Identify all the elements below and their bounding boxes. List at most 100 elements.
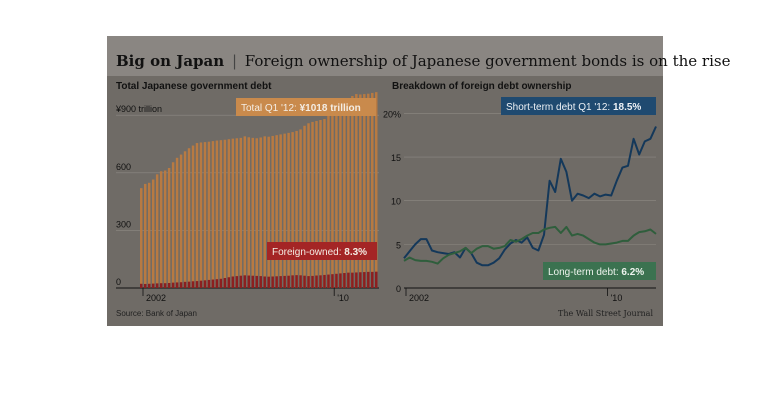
left-bar-total <box>291 132 294 288</box>
left-bar-foreign <box>315 275 318 288</box>
left-bar-total <box>371 92 374 288</box>
left-bar-total <box>223 139 227 288</box>
left-bar-foreign <box>371 271 374 288</box>
total-callout-value: ¥1018 trillion <box>300 103 361 114</box>
left-bar-foreign <box>355 272 358 288</box>
left-bar-total <box>307 123 310 288</box>
long-term-debt-line <box>403 225 657 265</box>
figure-background <box>107 36 663 326</box>
left-bar-foreign <box>219 278 223 288</box>
left-bar-total <box>295 130 298 288</box>
left-bar-foreign <box>199 280 203 288</box>
left-bar-total <box>311 121 314 288</box>
left-bar-total <box>359 94 362 289</box>
left-bar-total <box>255 138 258 288</box>
right-y-tick-label: 0 <box>396 284 401 294</box>
left-bar-foreign <box>203 280 207 288</box>
left-bar-total <box>155 174 159 288</box>
left-bar-total <box>263 136 266 288</box>
left-bar-total <box>251 137 255 288</box>
left-bar-total <box>327 111 330 288</box>
left-bar-foreign <box>215 279 219 288</box>
left-bar-total <box>175 157 179 288</box>
left-bar-foreign <box>351 272 354 288</box>
left-y-tick-label: 600 <box>116 162 131 172</box>
left-bar-foreign <box>147 283 151 288</box>
right-x-tick-label: 2002 <box>409 293 429 303</box>
short-term-debt-line <box>403 126 657 267</box>
left-bar-foreign <box>323 274 326 288</box>
left-bar-foreign <box>267 276 270 288</box>
left-bar-total <box>151 179 155 288</box>
total-callout-text: Total Q1 '12: ¥1018 trillion <box>241 103 361 114</box>
left-bar-total <box>235 138 239 288</box>
total-callout-label: Total Q1 '12: <box>241 103 300 114</box>
headline-separator: | <box>232 52 237 70</box>
headline-kicker: Big on Japan <box>116 52 224 70</box>
left-bar-foreign <box>255 275 258 288</box>
left-bar-total <box>335 108 338 288</box>
left-bar-foreign <box>207 279 211 288</box>
left-bar-foreign <box>359 272 362 288</box>
left-bar-foreign <box>271 276 274 288</box>
left-bar-foreign <box>171 282 175 288</box>
foreign-callout-box <box>267 242 377 260</box>
left-bar-foreign <box>235 276 239 288</box>
left-bar-foreign <box>367 271 370 288</box>
left-bar-total <box>299 129 302 288</box>
left-x-tick-label: '10 <box>337 293 349 303</box>
left-bar-foreign <box>159 283 163 288</box>
left-bar-foreign <box>375 271 378 288</box>
left-bar-foreign <box>187 281 191 288</box>
left-chart-title: Total Japanese government debt <box>116 81 272 92</box>
left-bar-total <box>355 94 358 288</box>
left-bar-total <box>283 133 286 288</box>
right-y-tick-label: 5 <box>396 240 401 250</box>
short-term-callout-value: 18.5% <box>613 102 641 113</box>
left-bar-foreign <box>223 278 227 288</box>
left-bar-total <box>167 168 171 288</box>
long-term-callout-value: 6.2% <box>621 267 644 278</box>
long-term-callout-box <box>543 262 656 280</box>
left-bar-foreign <box>140 283 143 288</box>
left-bar-total <box>331 109 334 288</box>
short-term-callout-text: Short-term debt Q1 '12: 18.5% <box>506 102 641 113</box>
long-term-callout-label: Long-term debt: <box>548 267 621 278</box>
left-bar-foreign <box>211 279 215 288</box>
left-bar-foreign <box>311 275 314 288</box>
right-chart: 20% 15 10 5 0 2002 '10 Short-term debt Q1 '12… <box>383 97 657 303</box>
left-bar-total <box>343 103 346 289</box>
right-x-tick-label: '10 <box>611 293 623 303</box>
left-bar-total <box>367 93 370 288</box>
left-bar-total <box>227 139 231 288</box>
left-bar-foreign <box>331 274 334 288</box>
left-bar-foreign <box>247 275 251 288</box>
left-bar-total <box>183 151 187 288</box>
left-bar-foreign <box>343 273 346 288</box>
left-bar-foreign <box>163 283 167 288</box>
left-bar-foreign <box>295 275 298 288</box>
left-bar-foreign <box>231 276 235 288</box>
header-band <box>107 36 663 76</box>
left-bar-total <box>219 140 223 288</box>
left-bar-total <box>287 132 290 288</box>
left-bar-foreign <box>335 273 338 288</box>
left-bar-foreign <box>183 281 187 288</box>
long-term-callout-text: Long-term debt: 6.2% <box>548 267 644 278</box>
left-x-tick-label: 2002 <box>146 293 166 303</box>
source-note: Source: Bank of Japan <box>116 309 197 318</box>
left-bar-foreign <box>263 276 266 288</box>
left-bar-foreign <box>251 275 255 288</box>
left-bar-total <box>243 136 247 288</box>
left-bar-total <box>191 145 195 288</box>
left-bar-total <box>187 148 191 288</box>
left-y-tick-label: ¥900 trillion <box>115 104 162 114</box>
left-y-tick-label: 0 <box>116 277 121 287</box>
left-bar-total <box>247 137 251 288</box>
left-bar-foreign <box>243 275 247 288</box>
left-bar-foreign <box>283 275 286 288</box>
left-bar-total <box>271 135 274 288</box>
right-chart-title: Breakdown of foreign debt ownership <box>392 81 571 92</box>
left-bar-total <box>203 142 207 288</box>
svg-text:Big on Japan | Foreign: Big on Japan | Foreign ownership of Japa… <box>116 52 731 70</box>
